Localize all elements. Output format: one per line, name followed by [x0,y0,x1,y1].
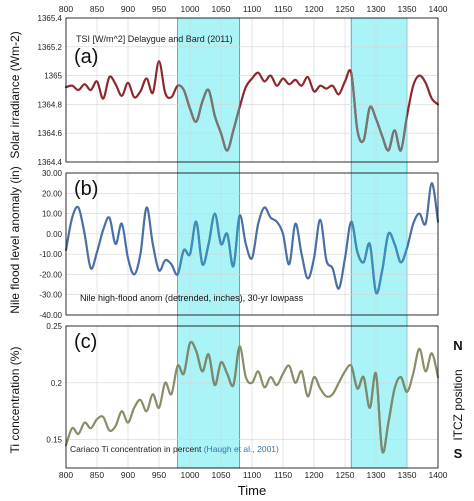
panel-a-ylabel: Solar irradiance (Wm-2) [8,31,22,158]
xtick-label-bottom: 1250 [336,470,355,480]
panel-a-annotation: TSI [W/m^2] Delaygue and Bard (2011) [76,34,233,44]
xtick-label-bottom: 950 [152,470,166,480]
xtick-label-top: 800 [59,4,73,14]
xtick-label-bottom: 1100 [243,470,262,480]
panel-c-series-highlight [351,364,408,454]
series-lines [64,60,440,454]
xtick-label-top: 900 [121,4,135,14]
panel-b-ytick-label: 10.00 [42,210,63,219]
panel-c-annotation: Cariaco Ti concentration in percent (Hau… [70,444,279,454]
panel-a-frame [65,17,439,163]
xtick-label-bottom: 1400 [429,470,448,480]
xtick-label-top: 1300 [367,4,386,14]
panel-c-frame [65,325,439,469]
xtick-label-top: 1000 [181,4,200,14]
panel-a-ytick-label: 1365.4 [38,14,63,23]
panel-c-ytick-label: 0.15 [46,436,62,445]
panel-a-series-highlight [177,84,240,152]
xtick-label-bottom: 1050 [212,470,231,480]
xtick-label-bottom: 800 [59,470,73,480]
panel-b-frame [65,172,439,316]
panel-c-ytick-label: 0.25 [46,322,62,331]
panel-a-ytick-label: 1365 [44,72,62,81]
xtick-label-top: 950 [152,4,166,14]
xtick-label-bottom: 900 [121,470,135,480]
panel-b-ytick-label: 0.00 [46,230,62,239]
panel-b-ylabel: Nile flood level anomaly (in) [8,166,22,313]
xtick-label-top: 1100 [243,4,262,14]
xtick-label-top: 1200 [305,4,324,14]
panel-a-ytick-label: 1364.4 [38,158,63,167]
panel-a-ytick-label: 1365.2 [38,43,63,52]
xtick-label-bottom: 1150 [274,470,293,480]
xtick-label-bottom: 850 [90,470,104,480]
xtick-label-top: 1350 [398,4,417,14]
x-axis-title: Time [238,483,266,498]
panel-b-ytick-label: -30.00 [39,291,62,300]
panel-c-letter: (c) [74,331,97,353]
panel-c-annotation-text: Cariaco Ti concentration in percent [70,444,204,454]
xtick-label-bottom: 1200 [305,470,324,480]
panel-b-ytick-label: -10.00 [39,250,62,259]
panel-b-ytick-label: 30.00 [42,169,63,178]
panel-b-ytick-label: 20.00 [42,189,63,198]
panel-b-series-highlight [177,212,240,276]
xtick-label-top: 850 [90,4,104,14]
xtick-label-top: 1050 [212,4,231,14]
itcz-position-label: ITCZ position [451,369,465,440]
panel-a-letter: (a) [74,46,98,68]
axes: 1364.4 1364.6 1364.8 1365 1365.2 1365.4 -40.00… [38,4,448,480]
panel-b-series-highlight [351,220,408,295]
panel-a-ytick-label: 1364.6 [38,129,63,138]
xtick-label-top: 1150 [274,4,293,14]
panel-c-ylabel: Ti concentration (%) [8,347,22,454]
panel-a-series-highlight [351,69,408,152]
panel-c-ytick-label: 0.2 [51,379,63,388]
panel-c-series-highlight [177,340,240,388]
xtick-label-bottom: 1350 [398,470,417,480]
xtick-label-bottom: 1300 [367,470,386,480]
panel-a-ytick-label: 1364.8 [38,100,63,109]
panel-b-letter: (b) [74,178,98,200]
itcz-north-label: N [453,338,462,353]
shaded-period-2 [350,17,408,469]
xtick-label-bottom: 1000 [181,470,200,480]
xtick-label-top: 1250 [336,4,355,14]
itcz-south-label: S [454,446,463,461]
labels: Solar irradiance (Wm-2) (a) Nile flood lev… [8,31,465,498]
panel-b-ytick-label: -40.00 [39,311,62,320]
panel-b-annotation: Nile high-flood anom (detrended, inches)… [80,293,304,303]
panel-c-annotation-source: (Haugh et al., 2001) [204,444,279,454]
xtick-label-top: 1400 [429,4,448,14]
panel-b-ytick-label: -20.00 [39,270,62,279]
